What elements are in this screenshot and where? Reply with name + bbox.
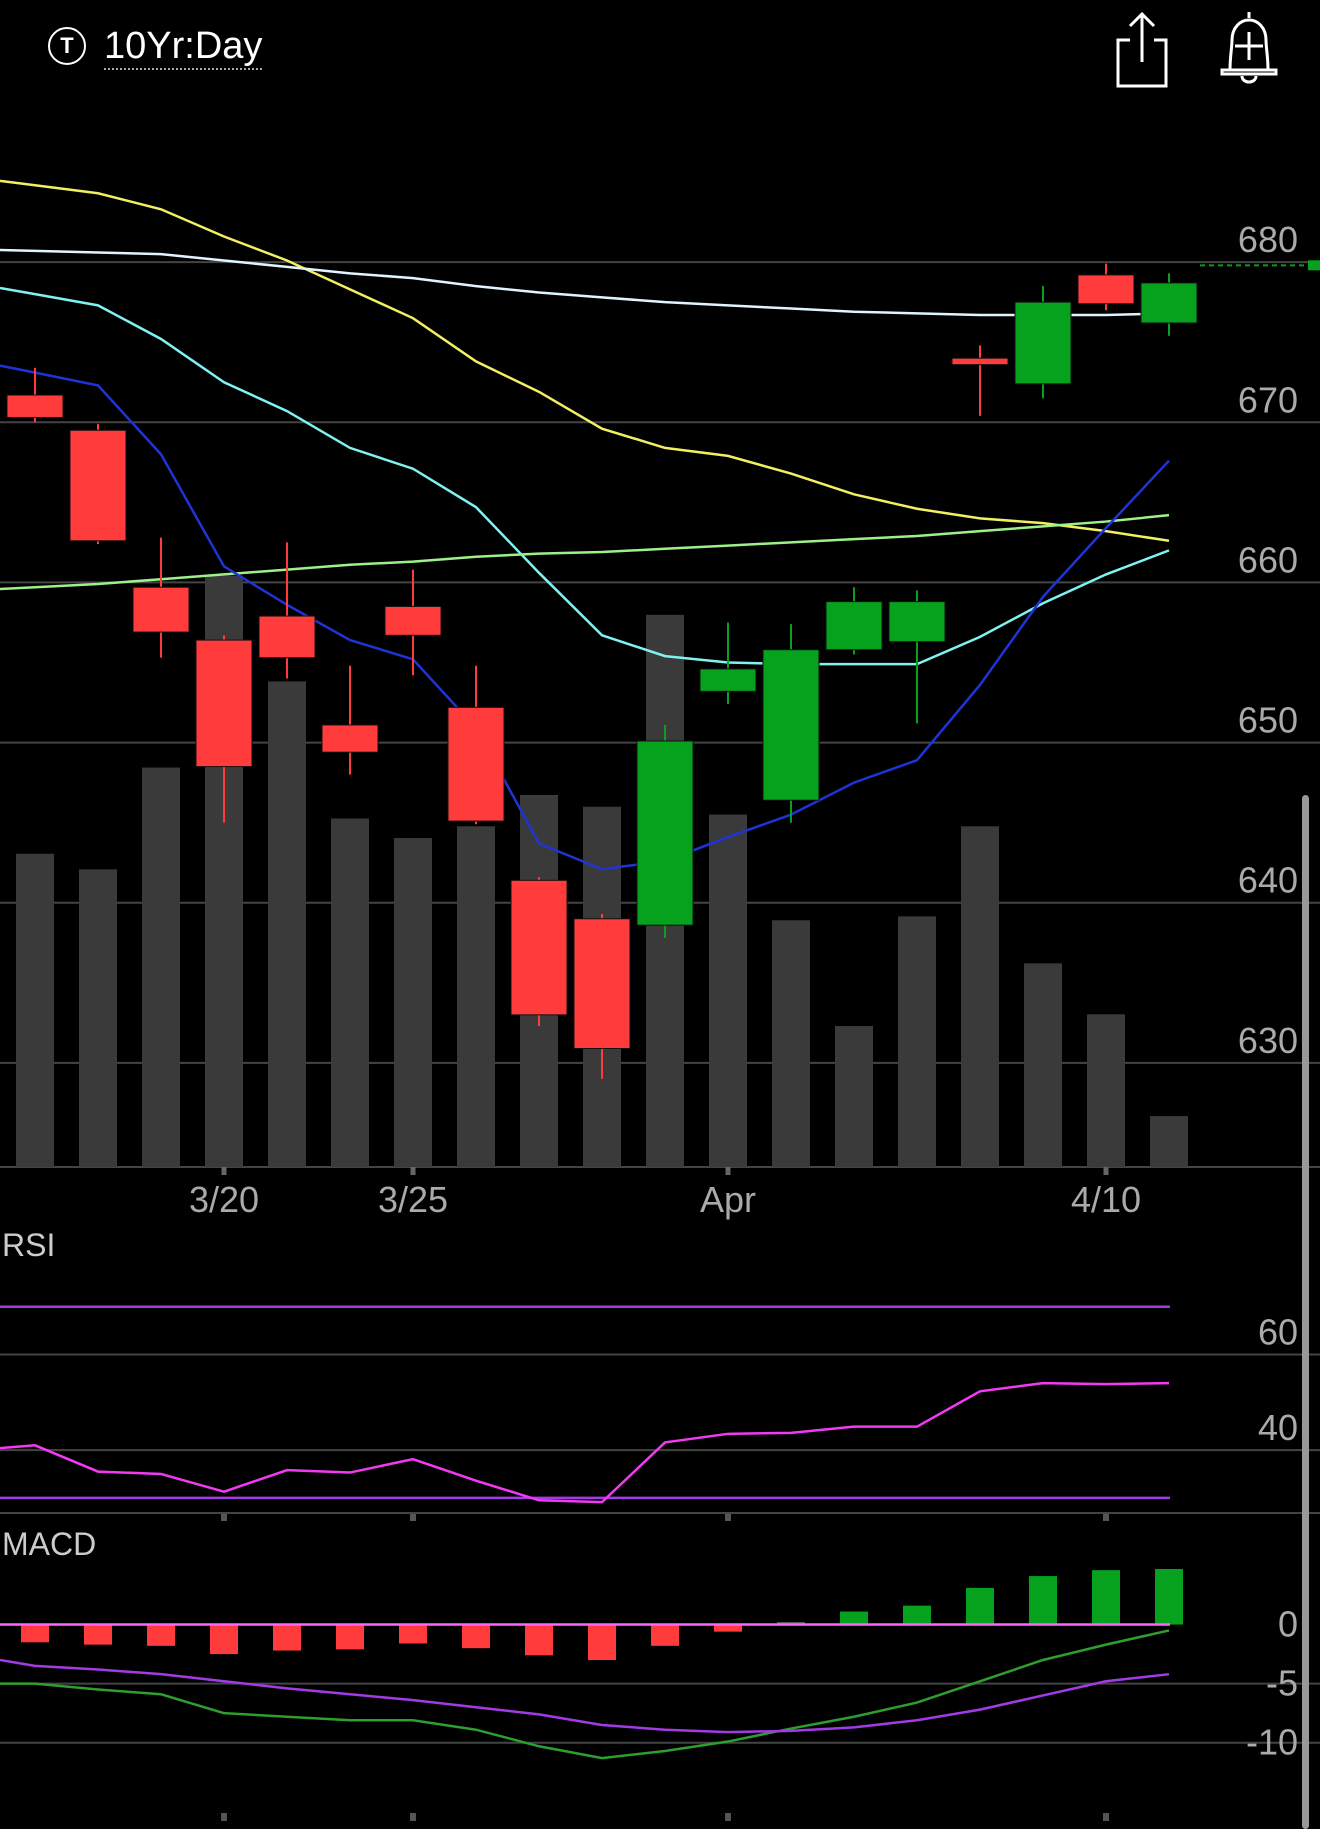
macd-histogram-bar	[903, 1605, 931, 1625]
macd-histogram-bar	[714, 1624, 742, 1632]
volume-bar	[331, 818, 369, 1167]
volume-bar	[835, 1026, 873, 1167]
rsi-tick-label: 60	[1258, 1311, 1298, 1352]
volume-bar	[394, 838, 432, 1167]
moving-average-line	[0, 179, 1170, 543]
candle-body	[321, 724, 379, 753]
time-tick-label: 3/20	[189, 1179, 259, 1220]
volume-bar	[142, 767, 180, 1167]
candle-body	[951, 357, 1009, 366]
candle-body	[69, 429, 127, 542]
time-tick-label: 4/10	[1071, 1179, 1141, 1220]
macd-line	[0, 1629, 1170, 1760]
candle-body	[636, 740, 694, 926]
macd-histogram-bar	[147, 1624, 175, 1646]
volume-bar	[268, 681, 306, 1167]
rsi-panel: 60 40	[0, 1305, 1320, 1514]
macd-tick-label: -5	[1266, 1663, 1298, 1704]
volume-bar	[709, 814, 747, 1167]
volume-bar	[16, 853, 54, 1167]
signal-line	[0, 1658, 1170, 1734]
macd-histogram-bar	[1092, 1570, 1120, 1625]
moving-average-line	[0, 286, 1170, 666]
price-tick-label: 660	[1238, 539, 1298, 580]
macd-histogram-bar	[210, 1624, 238, 1655]
rsi-title: RSI	[2, 1227, 55, 1263]
rsi-line	[0, 1381, 1170, 1504]
candle-body	[573, 918, 631, 1049]
volume-bar	[1087, 1014, 1125, 1167]
candle-body	[1014, 301, 1072, 385]
price-tick-label: 670	[1238, 379, 1298, 420]
top-bar: T 10Yr:Day	[0, 0, 1320, 100]
macd-histogram-bar	[1155, 1569, 1183, 1625]
volume-bar	[772, 920, 810, 1167]
candle-body	[762, 649, 820, 801]
volume-bar	[457, 826, 495, 1167]
macd-tick-label: -10	[1246, 1722, 1298, 1763]
volume-bar	[79, 869, 117, 1167]
bell-plus-icon	[1220, 12, 1278, 84]
last-price-marker	[1308, 260, 1320, 271]
macd-histogram-bar	[399, 1624, 427, 1644]
ticker-type-icon: T	[48, 27, 86, 65]
volume-bar	[898, 916, 936, 1167]
macd-title: MACD	[2, 1526, 96, 1562]
macd-histogram-bar	[336, 1624, 364, 1650]
rsi-tick-label: 40	[1258, 1407, 1298, 1448]
candle-body	[6, 394, 64, 418]
macd-histogram-bar	[588, 1624, 616, 1660]
macd-histogram-bar	[21, 1624, 49, 1643]
candle-body	[384, 605, 442, 636]
moving-average-line	[0, 513, 1170, 591]
price-tick-label: 630	[1238, 1020, 1298, 1061]
candle-body	[699, 668, 757, 692]
volume-bar	[1024, 963, 1062, 1167]
volume-bar	[1150, 1116, 1188, 1167]
candle-body	[258, 615, 316, 659]
price-tick-label: 680	[1238, 219, 1298, 260]
moving-average-line	[0, 248, 1170, 317]
price-tick-label: 650	[1238, 700, 1298, 741]
candle-body	[510, 879, 568, 1016]
candle-body	[1140, 282, 1198, 324]
macd-histogram-bar	[1029, 1576, 1057, 1625]
macd-histogram-bar	[273, 1624, 301, 1651]
range-selector[interactable]: 10Yr:Day	[104, 24, 263, 70]
candle-body	[1077, 274, 1135, 305]
candle-body	[825, 601, 883, 651]
add-alert-button[interactable]	[1216, 8, 1282, 90]
candle-body	[447, 706, 505, 822]
price-panel: 680 670 660 650 640 630	[0, 179, 1320, 1175]
macd-histogram-bar	[651, 1624, 679, 1646]
macd-histogram-bar	[462, 1624, 490, 1649]
candle-body	[195, 639, 253, 768]
time-tick-label: Apr	[700, 1179, 756, 1220]
scrollbar-thumb[interactable]	[1302, 795, 1309, 1829]
share-button[interactable]	[1112, 10, 1172, 90]
macd-histogram-bar	[84, 1624, 112, 1645]
macd-histogram-bar	[525, 1624, 553, 1656]
macd-histogram-bar	[840, 1611, 868, 1625]
candle-body	[132, 586, 190, 633]
share-icon	[1116, 11, 1168, 88]
candle-body	[888, 601, 946, 643]
macd-panel: 0 -5 -10	[0, 1569, 1320, 1763]
macd-histogram-bar	[966, 1587, 994, 1625]
macd-tick-label: 0	[1278, 1604, 1298, 1645]
time-tick-label: 3/25	[378, 1179, 448, 1220]
moving-average-line	[0, 364, 1170, 871]
price-tick-label: 640	[1238, 860, 1298, 901]
volume-bar	[961, 826, 999, 1167]
